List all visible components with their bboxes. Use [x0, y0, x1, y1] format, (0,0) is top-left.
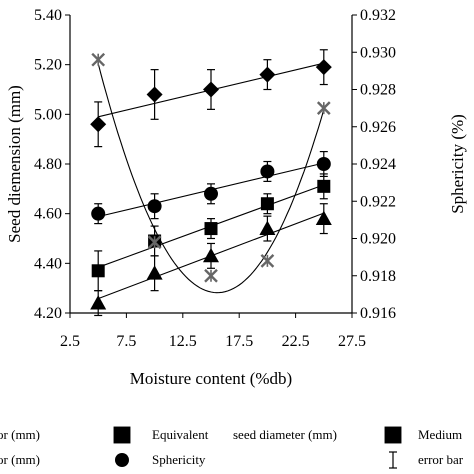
data-point-triangle — [259, 220, 276, 235]
left-tick-label: 4.80 — [34, 156, 62, 173]
data-point-diamond — [203, 81, 219, 98]
data-point-triangle — [203, 247, 219, 263]
legend-label: Equivalent — [152, 427, 209, 442]
axes: 4.20 4.40 4.60 4.80 5.00 5.20 5.40 0.916 0.918 0.… — [5, 7, 467, 388]
series-layer — [90, 49, 332, 317]
data-point-diamond — [315, 59, 332, 76]
data-point-x — [260, 254, 275, 268]
data-point-x — [147, 235, 162, 250]
x-tick-label: 27.5 — [338, 333, 366, 350]
data-point-triangle — [146, 265, 163, 280]
legend-label: Minor (mm) — [0, 452, 40, 467]
data-point-square — [204, 222, 218, 236]
right-tick-label: 0.924 — [360, 156, 396, 173]
right-tick-label: 0.920 — [360, 231, 396, 248]
legend-error-bar-icon — [389, 451, 397, 469]
legend-label: Medium — [418, 427, 462, 442]
x-tick-label: 7.5 — [116, 333, 136, 350]
right-tick-label: 0.932 — [360, 7, 396, 24]
left-tick-label: 5.00 — [34, 106, 62, 123]
data-point-square — [317, 179, 331, 193]
data-point-circle — [91, 206, 106, 221]
right-tick-label: 0.926 — [360, 119, 396, 136]
left-tick-label: 4.20 — [34, 305, 62, 322]
data-point-triangle — [315, 210, 332, 226]
legend-square-icon — [384, 426, 402, 444]
data-point-circle — [204, 186, 218, 201]
legend-circle-icon — [115, 453, 129, 467]
right-tick-label: 0.918 — [360, 268, 396, 285]
x-tick-label: 22.5 — [282, 333, 310, 350]
series-x — [91, 52, 331, 294]
data-point-x — [91, 52, 106, 67]
legend-label: Sphericity — [152, 452, 206, 467]
data-point-x — [316, 101, 331, 115]
data-point-circle — [260, 164, 275, 179]
y-right-axis-title: Sphericity (%) — [448, 114, 467, 214]
x-axis-title: Moisture content (%db) — [130, 369, 292, 388]
series-triangle — [90, 203, 332, 317]
left-tick-label: 4.40 — [34, 255, 62, 272]
data-point-circle — [147, 199, 162, 214]
y-left-axis-title: Seed diemension (mm) — [5, 85, 24, 243]
legend-label: seed diameter (mm) — [233, 427, 337, 442]
series-circle — [91, 150, 331, 225]
left-tick-label: 5.20 — [34, 57, 62, 74]
data-point-square — [260, 197, 274, 211]
data-point-x — [204, 268, 218, 283]
data-point-diamond — [146, 86, 163, 103]
legend: Major (mm) Equivalent seed diameter (mm) Me… — [0, 426, 464, 469]
legend-label: error bar — [418, 452, 464, 467]
x-tick-label: 17.5 — [225, 333, 253, 350]
data-point-circle — [316, 157, 331, 171]
x-tick-label: 2.5 — [60, 333, 80, 350]
data-point-diamond — [90, 116, 107, 133]
legend-label: Major (mm) — [0, 427, 40, 442]
right-tick-label: 0.916 — [360, 305, 396, 322]
data-point-diamond — [259, 66, 276, 83]
legend-square-icon — [113, 426, 131, 444]
right-tick-label: 0.930 — [360, 44, 396, 61]
series-diamond — [90, 49, 332, 148]
trend-curve — [97, 63, 325, 294]
data-point-square — [91, 264, 105, 278]
right-tick-label: 0.928 — [360, 82, 396, 99]
x-tick-label: 12.5 — [169, 333, 197, 350]
left-tick-label: 5.40 — [34, 7, 62, 24]
left-tick-label: 4.60 — [34, 206, 62, 223]
data-point-triangle — [90, 295, 107, 310]
right-tick-label: 0.922 — [360, 193, 396, 210]
